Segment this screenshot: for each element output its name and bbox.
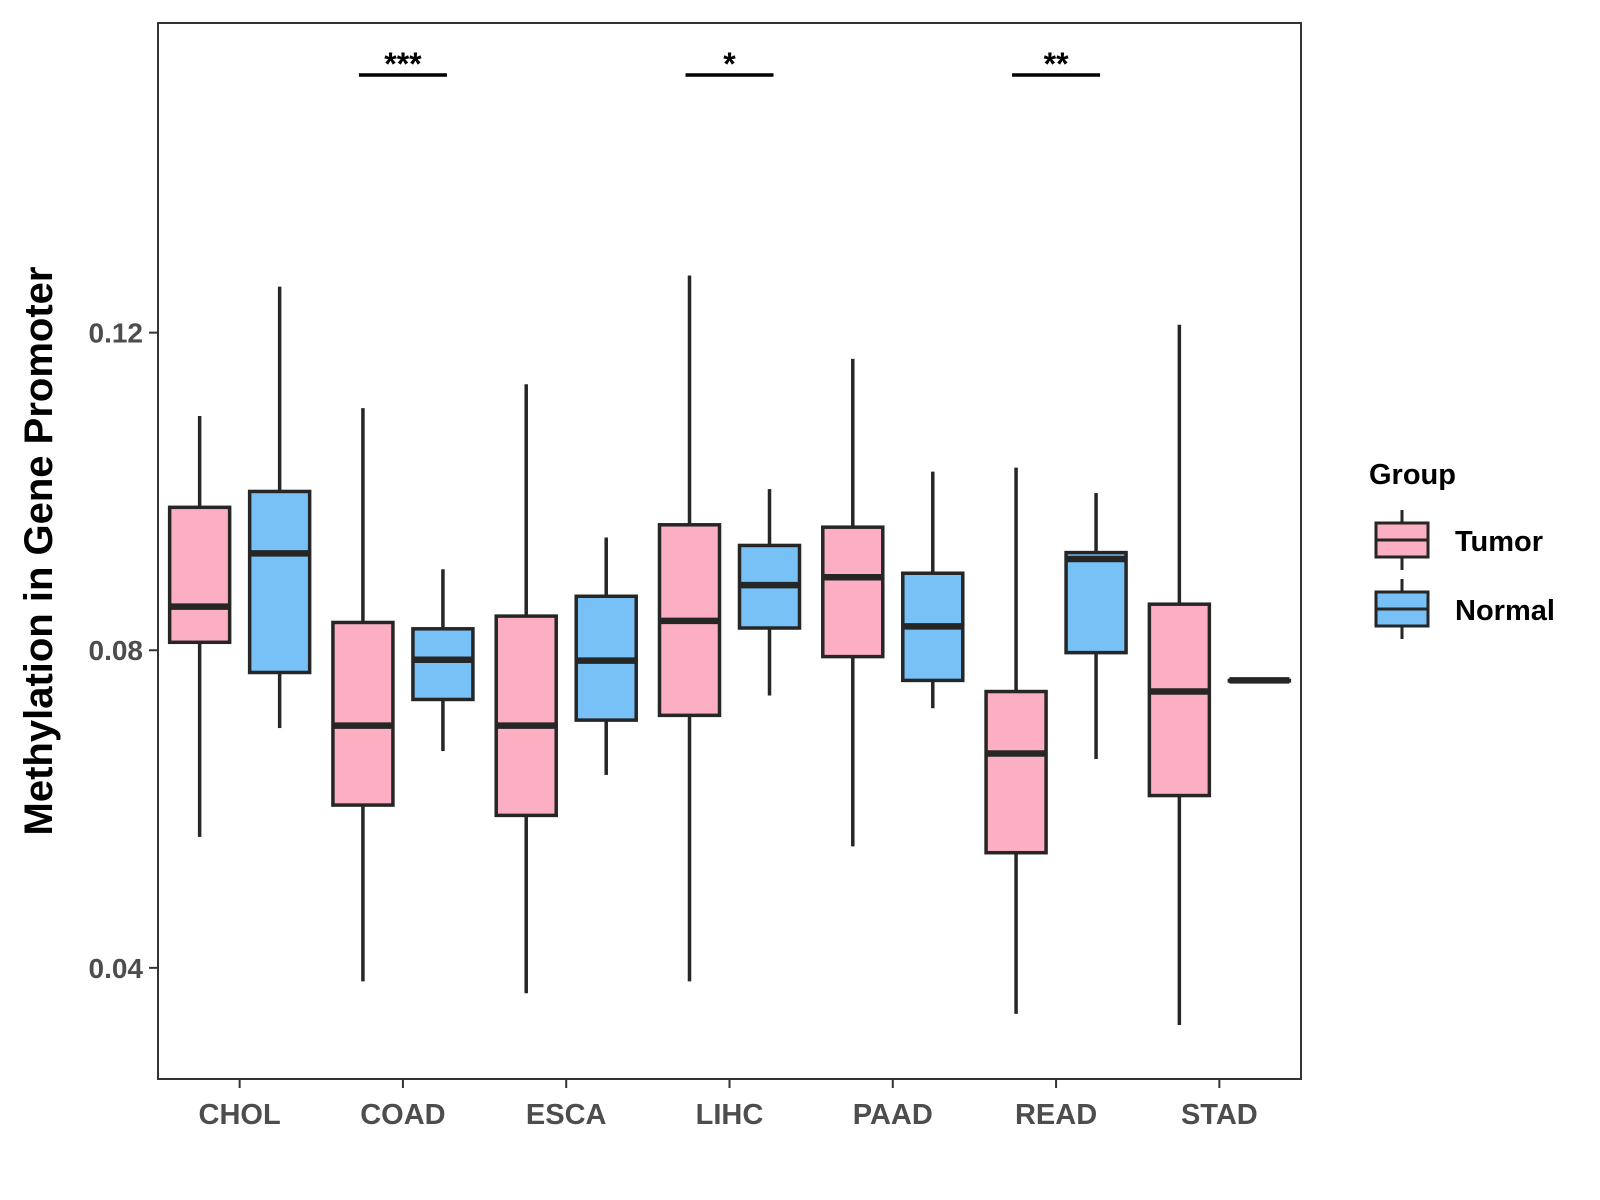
box-tumor-stad [1147,324,1212,1026]
significance-coad: *** [358,46,447,82]
x-tick-label: READ [1015,1099,1097,1131]
x-tick-label: STAD [1181,1099,1258,1131]
legend-item-tumor: Tumor [1374,510,1543,570]
box-body [247,489,312,675]
box-body [167,505,232,645]
significance-label: ** [1044,46,1069,82]
significance-label: *** [384,46,422,82]
significance-layer: *** * ** [358,46,1101,82]
x-tick-label: ESCA [526,1099,607,1131]
box-tumor-esca [494,384,558,994]
box-tumor-lihc [657,275,722,982]
legend-label: Normal [1455,595,1555,627]
legend-title: Group [1369,459,1456,491]
box-body [821,525,885,659]
box-tumor-chol [167,416,232,837]
box-normal-lihc [737,489,802,696]
plot-panel [157,22,1302,1080]
box-body [494,614,558,818]
significance-lihc: * [685,46,774,82]
x-axis: CHOL COAD ESCA LIHC PAAD READ STAD [199,1079,1258,1131]
box-body [984,689,1048,855]
box-body [1147,602,1212,798]
box-tumor-read [984,467,1048,1014]
y-tick-label: 0.12 [89,318,144,349]
y-axis-title: Methylation in Gene Promoter [17,267,61,836]
box-normal-paad [901,471,965,709]
legend-label: Tumor [1455,526,1543,558]
legend: Group Tumor Normal [1369,459,1555,639]
x-tick-label: CHOL [199,1099,281,1131]
box-normal-chol [247,286,312,729]
box-normal-esca [574,537,638,775]
x-tick-label: LIHC [696,1099,764,1131]
box-tumor-coad [331,408,395,982]
box-body [1064,550,1128,655]
box-normal-stad [1227,677,1292,684]
x-tick-label: COAD [360,1099,445,1131]
box-tumor-paad [821,358,885,847]
y-tick-label: 0.04 [89,953,144,984]
boxes-layer [167,275,1292,1026]
significance-read: ** [1012,46,1101,82]
legend-item-normal: Normal [1374,579,1555,639]
box-body [411,627,475,702]
box-normal-coad [411,569,475,752]
y-axis: 0.04 0.08 0.12 [89,318,158,984]
box-body [331,620,395,807]
x-tick-label: PAAD [853,1099,933,1131]
significance-label: * [723,46,736,82]
box-normal-read [1064,493,1128,760]
y-tick-label: 0.08 [89,635,144,666]
